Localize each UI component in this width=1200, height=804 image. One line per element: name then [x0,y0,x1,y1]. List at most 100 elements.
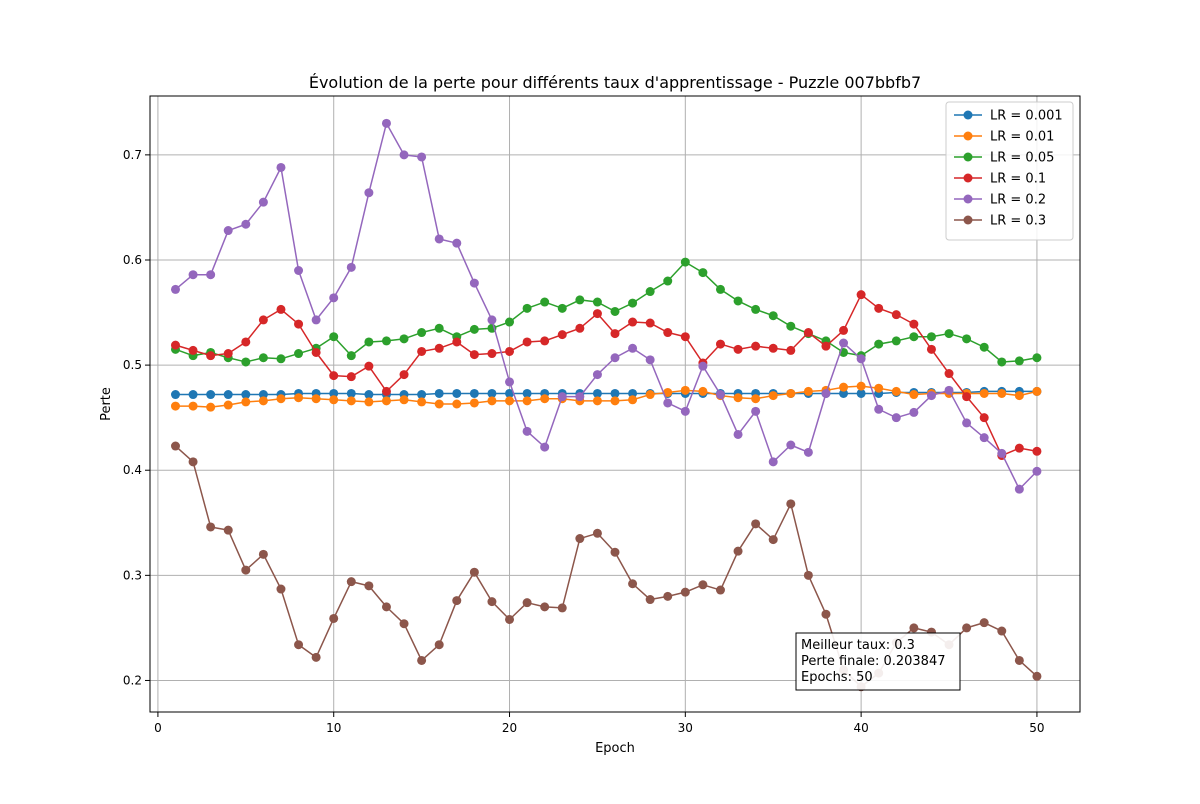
legend-label: LR = 0.001 [990,109,1063,124]
data-point [786,388,796,398]
data-point [329,371,339,381]
data-point [1014,655,1024,665]
data-point [645,318,655,328]
data-point [399,150,409,160]
data-point [698,268,708,278]
data-point [803,328,813,338]
legend-swatch-marker [963,215,973,225]
data-point [628,298,638,308]
data-point [223,390,233,400]
data-point [557,330,567,340]
data-point [188,457,198,467]
data-point [417,152,427,162]
data-point [839,325,849,335]
legend-swatch-marker [963,110,973,120]
legend-swatch-marker [963,152,973,162]
data-point [434,399,444,409]
data-point [241,219,251,229]
data-point [979,342,989,352]
legend-swatch-marker [963,194,973,204]
data-point [821,609,831,619]
data-point [592,370,602,380]
data-point [346,351,356,361]
data-point [680,406,690,416]
data-point [206,351,216,361]
legend-item: LR = 0.001 [954,109,1063,124]
data-point [276,584,286,594]
data-point [346,262,356,272]
data-point [434,640,444,650]
x-tick-label: 50 [1029,721,1044,735]
data-point [733,393,743,403]
data-point [276,394,286,404]
data-point [381,396,391,406]
data-point [294,393,304,403]
data-point [258,549,268,559]
data-point [258,396,268,406]
legend-label: LR = 0.05 [990,151,1054,166]
data-point [944,369,954,379]
data-point [751,519,761,529]
data-point [522,396,532,406]
data-point [680,587,690,597]
data-point [452,337,462,347]
data-point [206,270,216,280]
data-point [223,525,233,535]
data-point [733,429,743,439]
data-point [557,603,567,613]
legend-label: LR = 0.1 [990,172,1046,187]
data-point [733,296,743,306]
data-point [592,396,602,406]
data-point [663,328,673,338]
legend-item: LR = 0.01 [954,130,1054,145]
data-point [768,311,778,321]
data-point [1032,353,1042,363]
data-point [1032,466,1042,476]
data-point [329,332,339,342]
data-point [698,580,708,590]
series-layer [170,118,1042,692]
data-point [505,377,515,387]
data-point [469,567,479,577]
data-point [610,396,620,406]
data-point [469,324,479,334]
data-point [839,338,849,348]
data-point [944,329,954,339]
data-point [241,357,251,367]
y-axis-label: Perte [99,387,114,421]
data-point [188,270,198,280]
data-point [364,397,374,407]
data-point [856,290,866,300]
data-point [469,350,479,360]
data-point [346,372,356,382]
data-point [452,596,462,606]
data-point [997,357,1007,367]
data-point [926,344,936,354]
data-point [364,188,374,198]
data-point [311,652,321,662]
legend-label: LR = 0.3 [990,214,1046,229]
plot-frame [149,95,1081,713]
data-point [856,354,866,364]
data-point [663,591,673,601]
data-point [575,534,585,544]
data-point [979,433,989,443]
data-point [434,343,444,353]
data-point [592,528,602,538]
annotation-line: Perte finale: 0.203847 [801,654,946,669]
data-point [206,390,216,400]
data-point [170,390,180,400]
data-point [962,418,972,428]
data-point [505,346,515,356]
x-tick-label: 10 [326,721,341,735]
data-point [751,394,761,404]
legend-label: LR = 0.2 [990,193,1046,208]
data-point [680,257,690,267]
data-point [944,385,954,395]
data-point [874,383,884,393]
annotation-line: Meilleur taux: 0.3 [801,638,915,653]
data-point [399,334,409,344]
data-point [979,388,989,398]
